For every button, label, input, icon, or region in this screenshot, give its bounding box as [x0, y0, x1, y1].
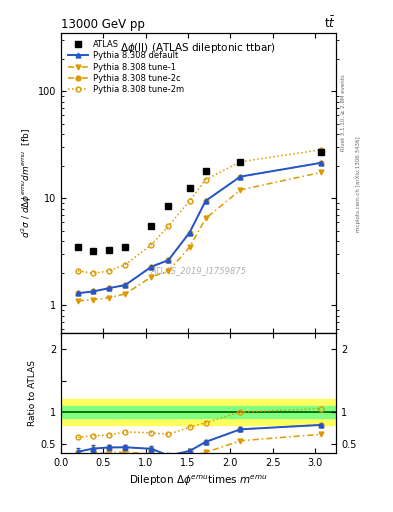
ATLAS: [149, 223, 154, 229]
Bar: [61, 406, 336, 418]
Pythia 8.308 default: [149, 264, 154, 270]
Pythia 8.308 default: [107, 285, 112, 291]
ATLAS: [123, 244, 128, 250]
Line: Pythia 8.308 tune-2m: Pythia 8.308 tune-2m: [75, 147, 323, 275]
ATLAS: [75, 244, 80, 250]
Pythia 8.308 tune-1: [166, 268, 171, 274]
Pythia 8.308 tune-1: [187, 244, 192, 250]
Line: ATLAS: ATLAS: [74, 149, 324, 255]
Pythia 8.308 tune-1: [91, 296, 95, 303]
ATLAS: [166, 203, 171, 209]
Pythia 8.308 tune-1: [203, 216, 208, 222]
Y-axis label: $d^2\sigma$ / $d\Delta\phi^{emu}dm^{emu}$  [fb]: $d^2\sigma$ / $d\Delta\phi^{emu}dm^{emu}…: [19, 129, 33, 238]
Pythia 8.308 tune-2m: [123, 262, 128, 268]
Pythia 8.308 tune-2m: [318, 147, 323, 153]
ATLAS: [318, 149, 323, 155]
Text: $\Delta\phi$(ll) (ATLAS dileptonic ttbar): $\Delta\phi$(ll) (ATLAS dileptonic ttbar…: [121, 41, 276, 55]
Pythia 8.308 tune-2c: [75, 290, 80, 296]
Pythia 8.308 tune-2c: [166, 257, 171, 263]
Pythia 8.308 tune-1: [318, 169, 323, 176]
Pythia 8.308 tune-1: [238, 187, 243, 193]
Legend: ATLAS, Pythia 8.308 default, Pythia 8.308 tune-1, Pythia 8.308 tune-2c, Pythia 8: ATLAS, Pythia 8.308 default, Pythia 8.30…: [65, 37, 186, 97]
ATLAS: [187, 185, 192, 191]
Pythia 8.308 tune-2c: [203, 198, 208, 204]
Pythia 8.308 default: [123, 282, 128, 288]
Pythia 8.308 tune-2c: [91, 288, 95, 294]
ATLAS: [107, 247, 112, 253]
Pythia 8.308 tune-2m: [203, 177, 208, 183]
Pythia 8.308 tune-1: [123, 291, 128, 297]
Pythia 8.308 tune-2c: [107, 285, 112, 291]
Pythia 8.308 default: [318, 160, 323, 166]
Pythia 8.308 tune-2c: [149, 264, 154, 270]
Pythia 8.308 tune-2m: [75, 268, 80, 274]
Line: Pythia 8.308 default: Pythia 8.308 default: [75, 160, 323, 295]
Pythia 8.308 tune-1: [75, 298, 80, 304]
Line: Pythia 8.308 tune-1: Pythia 8.308 tune-1: [75, 170, 323, 304]
ATLAS: [203, 168, 208, 174]
Pythia 8.308 default: [238, 174, 243, 180]
Pythia 8.308 tune-2m: [91, 270, 95, 276]
Pythia 8.308 tune-2m: [107, 268, 112, 274]
Pythia 8.308 default: [166, 257, 171, 263]
Line: Pythia 8.308 tune-2c: Pythia 8.308 tune-2c: [75, 160, 323, 295]
Bar: [61, 399, 336, 425]
Text: 13000 GeV pp: 13000 GeV pp: [61, 18, 145, 31]
Pythia 8.308 tune-2m: [166, 223, 171, 229]
Text: Rivet 3.1.10, ≥ 2.8M events: Rivet 3.1.10, ≥ 2.8M events: [341, 74, 346, 151]
Pythia 8.308 default: [203, 198, 208, 204]
ATLAS: [91, 248, 95, 254]
ATLAS: [238, 159, 243, 165]
Pythia 8.308 default: [91, 288, 95, 294]
Pythia 8.308 default: [75, 290, 80, 296]
Pythia 8.308 tune-2m: [149, 242, 154, 248]
Text: mcplots.cern.ch [arXiv:1306.3436]: mcplots.cern.ch [arXiv:1306.3436]: [356, 137, 361, 232]
Pythia 8.308 tune-1: [149, 274, 154, 280]
Pythia 8.308 tune-2m: [238, 159, 243, 165]
Pythia 8.308 tune-1: [107, 294, 112, 301]
Pythia 8.308 tune-2c: [318, 160, 323, 166]
Pythia 8.308 tune-2c: [238, 174, 243, 180]
X-axis label: Dilepton $\Delta\phi^{emu}$times $m^{emu}$: Dilepton $\Delta\phi^{emu}$times $m^{emu…: [129, 474, 268, 488]
Y-axis label: Ratio to ATLAS: Ratio to ATLAS: [28, 360, 37, 426]
Text: t$\bar{t}$: t$\bar{t}$: [325, 15, 336, 31]
Pythia 8.308 tune-2c: [187, 229, 192, 236]
Pythia 8.308 tune-2m: [187, 198, 192, 204]
Pythia 8.308 tune-2c: [123, 282, 128, 288]
Pythia 8.308 default: [187, 229, 192, 236]
Text: ATLAS_2019_I1759875: ATLAS_2019_I1759875: [151, 266, 246, 275]
